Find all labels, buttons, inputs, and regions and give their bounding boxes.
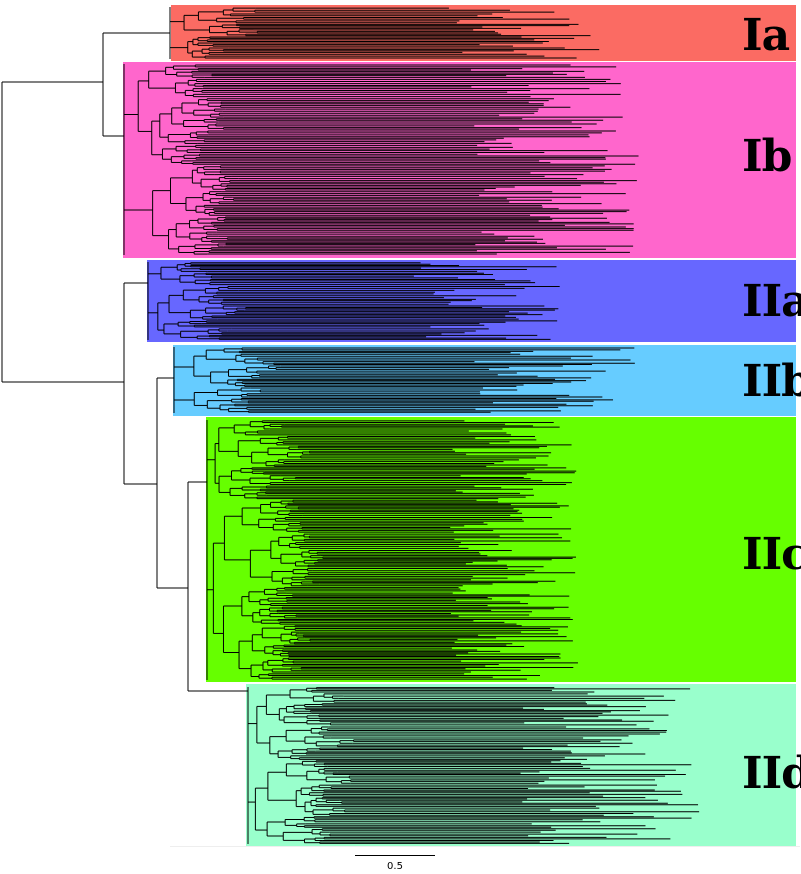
scale-bar-line (355, 855, 435, 856)
scale-bar-label: 0.5 (387, 861, 403, 872)
clade-label-ib: Ib (742, 131, 792, 182)
clade-label-iia: IIa (742, 276, 801, 327)
scale-bar: 0.5 (355, 852, 435, 872)
plot-baseline (170, 846, 800, 847)
clade-label-ia: Ia (742, 10, 790, 61)
clade-label-iib: IIb (742, 356, 801, 407)
clade-label-iic: IIc (742, 529, 801, 580)
clade-label-iid: IId (742, 748, 801, 799)
